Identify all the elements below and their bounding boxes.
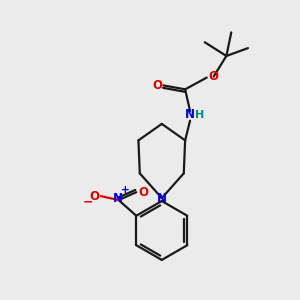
Text: N: N [157,192,167,205]
Text: O: O [138,186,148,199]
Text: O: O [153,79,163,92]
Text: N: N [185,108,195,122]
Text: O: O [208,70,219,83]
Text: N: N [112,192,123,205]
Text: O: O [89,190,99,202]
Text: −: − [83,196,93,208]
Text: H: H [195,110,205,120]
Text: +: + [121,185,130,195]
